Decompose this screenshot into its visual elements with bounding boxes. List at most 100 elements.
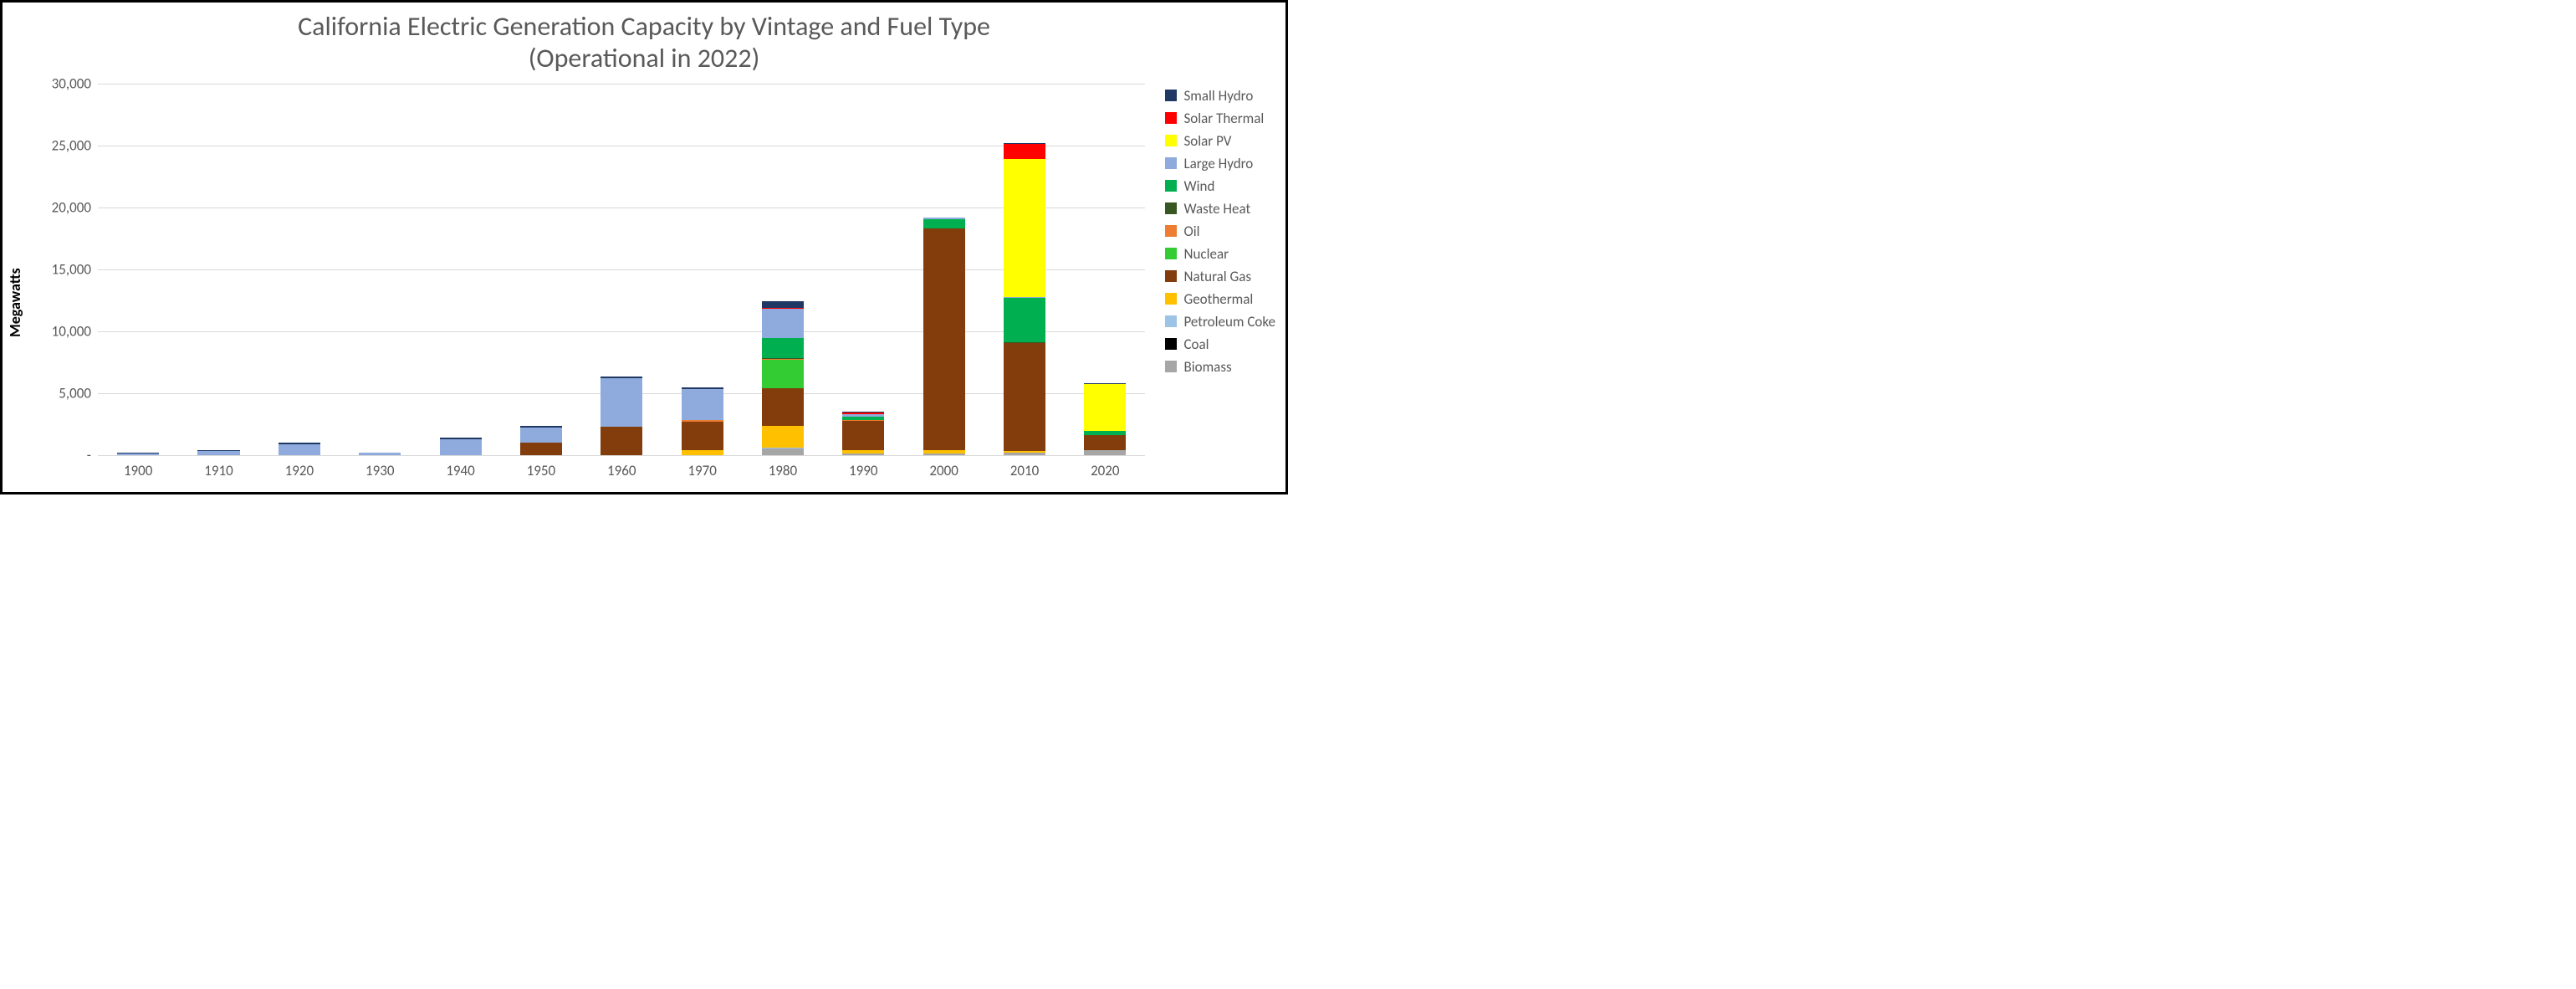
bar-segment [762, 301, 804, 307]
bar-segment [1004, 298, 1045, 342]
bar-segment [520, 428, 562, 443]
bar-column: 2010 [984, 84, 1065, 455]
x-tick-label: 1980 [743, 455, 823, 479]
bar-column: 1930 [340, 84, 420, 455]
bar-column: 1970 [662, 84, 742, 455]
legend-label: Small Hydro [1183, 87, 1253, 105]
bar-column: 2000 [903, 84, 984, 455]
bar-column: 1920 [259, 84, 340, 455]
legend-item: Petroleum Coke [1165, 313, 1275, 331]
legend-item: Solar PV [1165, 132, 1275, 150]
legend-swatch [1165, 202, 1177, 214]
legend-label: Geothermal [1183, 290, 1253, 308]
bar-segment [762, 338, 804, 358]
bar-segment [762, 309, 804, 339]
x-tick-label: 1960 [581, 455, 662, 479]
chart-title: California Electric Generation Capacity … [3, 3, 1285, 75]
bar-segment [601, 378, 642, 427]
legend-item: Waste Heat [1165, 200, 1275, 218]
bar-segment [440, 439, 482, 455]
legend-swatch [1165, 315, 1177, 327]
bar-segment [1004, 144, 1045, 159]
legend-label: Large Hydro [1183, 155, 1253, 172]
legend-item: Natural Gas [1165, 268, 1275, 285]
bar-segment [923, 219, 965, 228]
bar-column: 1960 [581, 84, 662, 455]
x-tick-label: 1970 [662, 455, 742, 479]
bar-segment [762, 448, 804, 454]
legend-item: Nuclear [1165, 245, 1275, 263]
legend-label: Oil [1183, 223, 1199, 240]
legend-swatch [1165, 157, 1177, 169]
legend-item: Large Hydro [1165, 155, 1275, 172]
x-tick-label: 1990 [823, 455, 903, 479]
y-tick-label: 20,000 [52, 198, 98, 216]
plot-region: -5,00010,00015,00020,00025,00030,000 190… [31, 84, 1145, 489]
legend-swatch [1165, 225, 1177, 237]
bar-column: 1900 [98, 84, 178, 455]
bar-segment [279, 444, 320, 455]
legend-swatch [1165, 112, 1177, 124]
bar-column: 1910 [178, 84, 258, 455]
legend-swatch [1165, 361, 1177, 372]
bar-column: 1950 [501, 84, 581, 455]
bar-segment [1004, 159, 1045, 298]
legend-label: Natural Gas [1183, 268, 1251, 285]
legend-item: Geothermal [1165, 290, 1275, 308]
legend-label: Wind [1183, 177, 1214, 195]
bar-segment [520, 443, 562, 455]
legend-item: Coal [1165, 336, 1275, 353]
legend-item: Small Hydro [1165, 87, 1275, 105]
legend-item: Wind [1165, 177, 1275, 195]
legend-label: Waste Heat [1183, 200, 1250, 218]
legend-swatch [1165, 338, 1177, 350]
x-tick-label: 1950 [501, 455, 581, 479]
y-axis-label: Megawatts [3, 84, 31, 489]
y-tick-label: 5,000 [59, 384, 98, 402]
legend-label: Biomass [1183, 358, 1231, 376]
bar-segment [601, 427, 642, 455]
legend-item: Oil [1165, 223, 1275, 240]
x-tick-label: 2010 [984, 455, 1065, 479]
bar-segment [842, 421, 884, 451]
bar-segment [1084, 384, 1126, 431]
bar-column: 2020 [1065, 84, 1145, 455]
legend-label: Solar Thermal [1183, 110, 1264, 127]
legend-label: Petroleum Coke [1183, 313, 1275, 331]
bar-column: 1990 [823, 84, 903, 455]
bar-segment [762, 388, 804, 427]
chart-body: Megawatts -5,00010,00015,00020,00025,000… [3, 75, 1285, 497]
bar-segment [923, 228, 965, 450]
y-tick-label: - [87, 446, 98, 464]
bar-segment [762, 426, 804, 447]
legend-swatch [1165, 293, 1177, 305]
bar-segment [1004, 343, 1045, 451]
x-tick-label: 1930 [340, 455, 420, 479]
legend-swatch [1165, 248, 1177, 259]
y-tick-label: 30,000 [52, 74, 98, 92]
y-tick-label: 10,000 [52, 322, 98, 340]
legend-label: Nuclear [1183, 245, 1229, 263]
x-tick-label: 1910 [178, 455, 258, 479]
legend-label: Coal [1183, 336, 1209, 353]
plot-area: -5,00010,00015,00020,00025,00030,000 190… [98, 84, 1145, 455]
x-tick-label: 1920 [259, 455, 340, 479]
legend-item: Biomass [1165, 358, 1275, 376]
legend: Small Hydro Solar Thermal Solar PV Large Hy… [1145, 84, 1285, 489]
bar-segment [1084, 435, 1126, 450]
x-tick-label: 1940 [420, 455, 500, 479]
legend-item: Solar Thermal [1165, 110, 1275, 127]
x-tick-label: 2020 [1065, 455, 1145, 479]
bar-segment [682, 389, 723, 420]
bars-container: 1900191019201930194019501960197019801990… [98, 84, 1145, 455]
legend-swatch [1165, 180, 1177, 192]
legend-swatch [1165, 135, 1177, 146]
bar-segment [762, 360, 804, 388]
bar-column: 1980 [743, 84, 823, 455]
legend-swatch [1165, 90, 1177, 101]
bar-segment [682, 422, 723, 450]
y-tick-label: 25,000 [52, 136, 98, 154]
legend-swatch [1165, 270, 1177, 282]
x-tick-label: 1900 [98, 455, 178, 479]
x-tick-label: 2000 [903, 455, 984, 479]
